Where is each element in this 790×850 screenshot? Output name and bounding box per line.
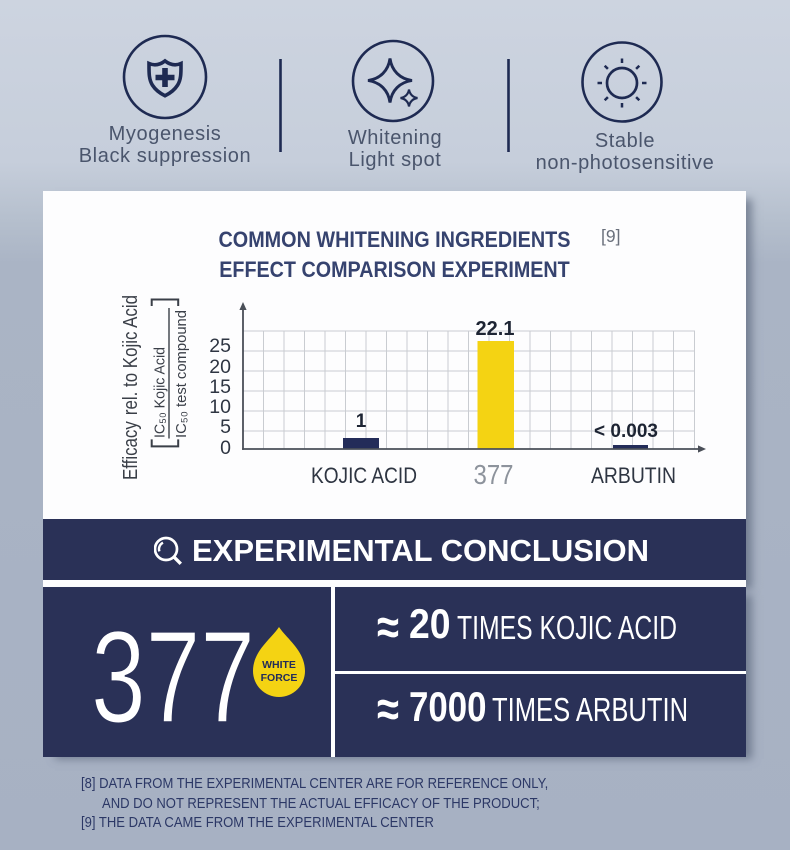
svg-text:1: 1 (356, 411, 367, 432)
svg-text:377: 377 (474, 459, 514, 490)
svg-text:KOJIC ACID: KOJIC ACID (311, 463, 417, 488)
svg-text:ARBUTIN: ARBUTIN (591, 463, 676, 488)
svg-text:FORCE: FORCE (261, 672, 298, 684)
svg-text:22.1: 22.1 (476, 318, 515, 340)
svg-text:< 0.003: < 0.003 (594, 421, 658, 442)
svg-text:10: 10 (209, 396, 231, 418)
svg-text:IC₅₀ test compound: IC₅₀ test compound (173, 310, 190, 438)
svg-text:15: 15 (209, 376, 231, 398)
svg-text:Efficacy rel. to Kojic Acid: Efficacy rel. to Kojic Acid (119, 295, 142, 480)
svg-text:20: 20 (209, 356, 231, 378)
svg-text:IC₅₀ Kojic Acid: IC₅₀ Kojic Acid (152, 347, 169, 438)
svg-text:25: 25 (209, 335, 231, 357)
svg-text:0: 0 (220, 437, 231, 459)
svg-text:WHITE: WHITE (262, 659, 296, 671)
svg-text:5: 5 (220, 416, 231, 438)
